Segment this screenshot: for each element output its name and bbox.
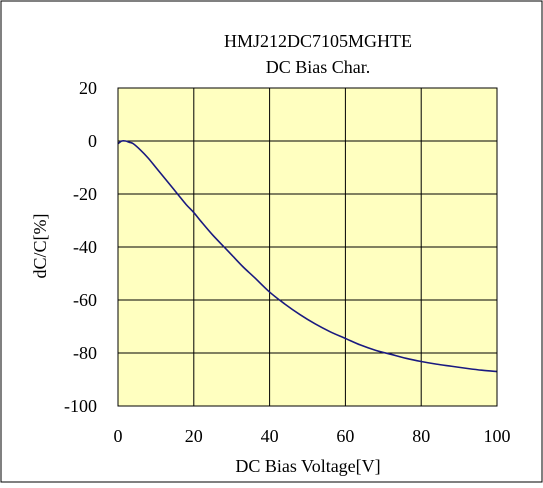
x-tick-label: 20 xyxy=(185,426,203,446)
x-axis-label: DC Bias Voltage[V] xyxy=(235,456,380,476)
curve-layer xyxy=(117,139,498,373)
y-axis-label: dC/C[%] xyxy=(30,214,50,279)
y-tick-label: 20 xyxy=(79,78,97,98)
y-tick-label: -80 xyxy=(73,343,97,363)
tick-layer: 0 20 40 60 80 100 20 0 -20 -40 -60 -80 -100 xyxy=(64,78,511,446)
chart-title: HMJ212DC7105MGHTE xyxy=(224,31,412,51)
x-tick-label: 40 xyxy=(261,426,279,446)
y-tick-label: 0 xyxy=(88,131,97,151)
y-tick-label: -20 xyxy=(73,184,97,204)
x-tick-label: 60 xyxy=(336,426,354,446)
y-tick-label: -100 xyxy=(64,396,97,416)
x-tick-label: 0 xyxy=(114,426,123,446)
plot-border xyxy=(117,87,498,407)
chart-subtitle: DC Bias Char. xyxy=(266,57,371,77)
dc-bias-curve xyxy=(117,139,498,373)
x-tick-label: 80 xyxy=(412,426,430,446)
x-tick-label: 100 xyxy=(484,426,511,446)
y-tick-label: -60 xyxy=(73,290,97,310)
y-tick-label: -40 xyxy=(73,237,97,257)
